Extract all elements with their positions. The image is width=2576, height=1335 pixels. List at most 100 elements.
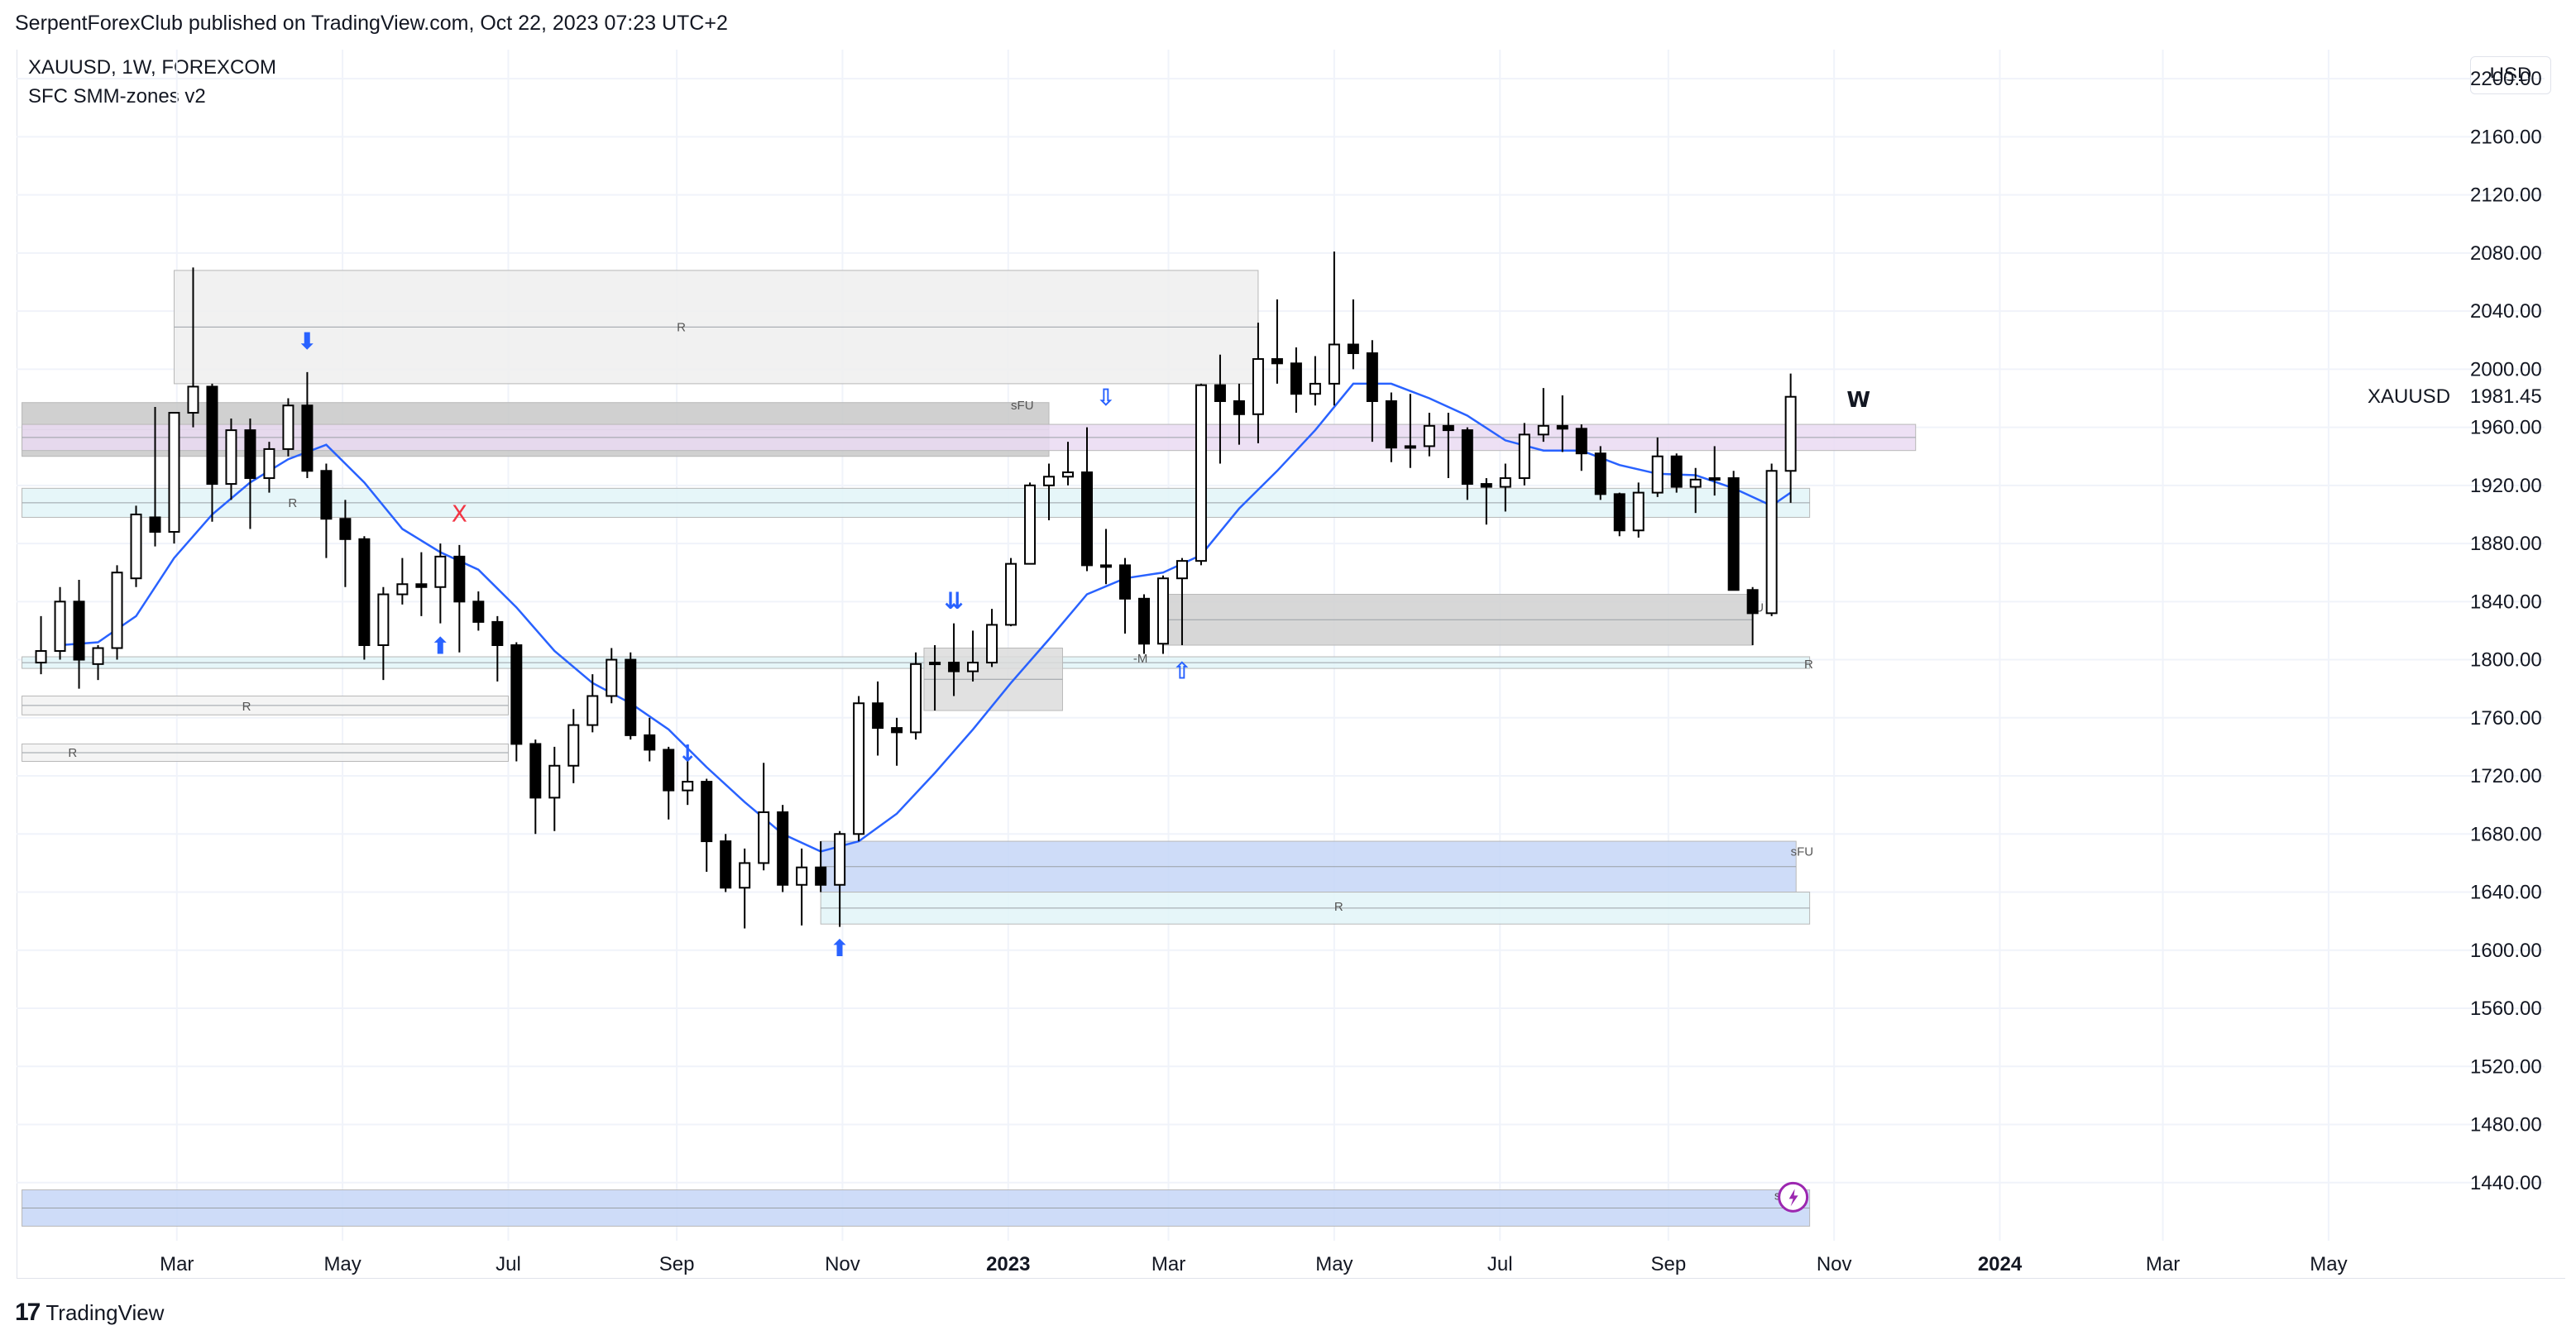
candle [644, 717, 656, 762]
candle-body-down [891, 727, 903, 734]
candle [1594, 446, 1606, 500]
candle [1347, 299, 1359, 370]
candle-body-up [1537, 424, 1549, 436]
candle-body-down [149, 516, 161, 534]
candle [35, 615, 47, 675]
candle [948, 623, 960, 696]
candle-body-down [1594, 452, 1606, 495]
candle-body-down [529, 743, 542, 799]
candle-body-down [625, 658, 637, 736]
candle [282, 398, 294, 457]
x-tick-label: May [2310, 1253, 2347, 1275]
candle [682, 761, 694, 806]
y-tick-label: 1760.00 [2470, 707, 2542, 730]
candle [1689, 467, 1702, 514]
candle-body-down [777, 811, 789, 886]
candle-body-up [92, 647, 104, 665]
x-tick-label: Nov [825, 1253, 860, 1275]
candle-body-down [701, 781, 713, 843]
y-tick-label: 1480.00 [2470, 1114, 2542, 1136]
candle [1118, 557, 1131, 634]
candle-body-up [567, 724, 580, 767]
candle [244, 419, 256, 529]
candle [1081, 427, 1094, 572]
zone-grey-dec-label: -M [1133, 652, 1148, 666]
candle [54, 586, 66, 660]
candle-body-down [1442, 424, 1454, 432]
x-tick-label: Jul [1487, 1253, 1513, 1275]
candle-body-down [1271, 358, 1283, 365]
candle [168, 412, 180, 544]
candle [377, 586, 390, 681]
candle-body-up [1518, 433, 1530, 480]
candle [130, 505, 142, 587]
candle-body-down [453, 555, 466, 603]
candle-body-up [606, 658, 618, 697]
candle [1670, 453, 1683, 493]
x-tick-label: Jul [496, 1253, 521, 1275]
candle [415, 552, 428, 616]
candle-body-down [1575, 428, 1587, 455]
candle-body-down [491, 620, 504, 647]
candle [263, 442, 275, 493]
candle [1784, 373, 1797, 503]
candle-body-up [1404, 445, 1416, 449]
candle-body-down [1081, 471, 1094, 567]
candle-body-down [1290, 362, 1302, 395]
candle-body-up [929, 662, 941, 666]
candle-body-down [663, 749, 675, 792]
candle-body-up [282, 404, 294, 450]
y-tick-label: 1560.00 [2470, 998, 2542, 1020]
candle-body-up [1784, 395, 1797, 472]
candle [720, 834, 732, 892]
candle-body-up [35, 650, 47, 664]
candle [111, 565, 123, 660]
zone-left-grey-1-label: R [242, 700, 251, 714]
double-down-dec-2022: ⇊ [944, 587, 963, 615]
candle-body-down [301, 404, 314, 472]
candle [1499, 463, 1511, 512]
chart-pane[interactable] [17, 50, 2565, 1279]
candle [1233, 383, 1245, 445]
currency-button[interactable]: USD [2470, 56, 2551, 94]
candle [1024, 482, 1037, 565]
candle [1727, 471, 1740, 591]
candle-body-down [1385, 400, 1397, 449]
candle [777, 805, 789, 892]
last-price-value: 1981.45 [2470, 385, 2542, 408]
candle [1099, 529, 1112, 585]
candle-body-up [1708, 477, 1721, 481]
x-tick-label: Sep [1650, 1253, 1686, 1275]
candle-body-down [1233, 400, 1245, 415]
x-tick-label: May [1315, 1253, 1353, 1275]
candle [739, 848, 751, 929]
candle [1175, 557, 1188, 645]
candle-body-up [434, 555, 447, 588]
candle-body-down [1727, 477, 1740, 591]
candle [206, 383, 218, 522]
tradingview-brand-text: TradingView [45, 1299, 165, 1325]
candle-body-down [1670, 455, 1683, 488]
candle [1613, 492, 1626, 537]
last-price-symbol: XAUUSD [2368, 385, 2450, 408]
symbol-title[interactable]: XAUUSD, 1W, FOREXCOM [28, 56, 277, 79]
candle [1651, 437, 1664, 497]
y-tick-label: 1720.00 [2470, 765, 2542, 787]
footer-brand[interactable]: 17 TradingView [15, 1299, 164, 1327]
candle [1442, 413, 1454, 479]
candle-body-up [1328, 343, 1340, 385]
x-mark: X [452, 500, 467, 528]
x-tick-label: Mar [1152, 1253, 1185, 1275]
candle [1632, 482, 1645, 538]
candle-body-up [1252, 358, 1264, 415]
y-tick-label: 1800.00 [2470, 649, 2542, 672]
y-tick-label: 2120.00 [2470, 184, 2542, 207]
y-tick-label: 1600.00 [2470, 940, 2542, 962]
candle [73, 579, 85, 689]
candle-body-up [1043, 476, 1056, 486]
candle [625, 652, 637, 740]
candle-body-up [834, 833, 846, 886]
candle [301, 371, 314, 479]
candle-body-up [758, 811, 770, 864]
